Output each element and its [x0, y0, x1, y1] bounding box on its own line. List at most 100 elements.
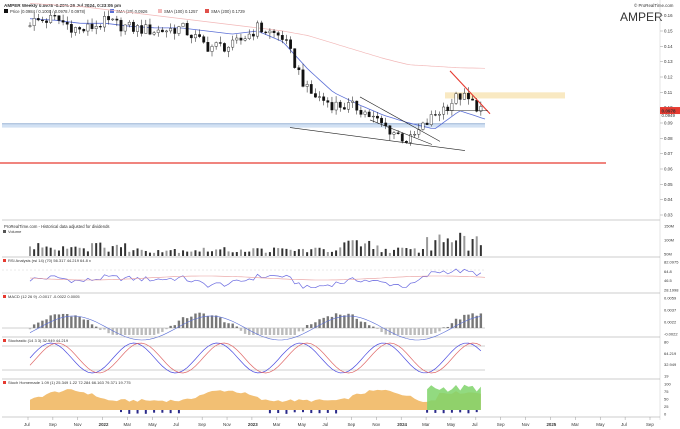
- candle: [454, 93, 458, 104]
- x-tick-label: Sep: [497, 422, 505, 427]
- candle: [471, 98, 474, 101]
- x-tick-label: Jul: [621, 422, 627, 427]
- candle: [53, 15, 57, 17]
- volume-bar: [153, 252, 156, 256]
- candle: [330, 102, 334, 111]
- stochastic-tick-label: 19: [664, 374, 669, 379]
- macd-bar: [260, 328, 263, 335]
- candle: [111, 18, 115, 21]
- candle: [177, 26, 181, 34]
- macd-bar: [123, 328, 127, 335]
- macd-bar: [471, 313, 474, 328]
- candle: [32, 18, 36, 26]
- stochastic-tick-label: 80: [664, 340, 669, 345]
- legend-sma20-swatch: [110, 9, 114, 13]
- candle: [396, 132, 400, 134]
- volume-bar: [310, 249, 313, 256]
- macd-bar: [37, 322, 40, 328]
- volume-bar: [471, 239, 474, 256]
- price-tick-label: 0.09: [664, 121, 673, 126]
- macd-bar: [41, 320, 44, 328]
- volume-title: Volume: [8, 229, 22, 234]
- candle: [107, 16, 110, 21]
- volume-bar: [219, 249, 222, 256]
- stochastic-title: Stochastic (14 3 3) 32.949 44.219: [8, 338, 69, 343]
- macd-bar: [467, 314, 470, 328]
- trend-tick-label: 75: [664, 389, 669, 394]
- volume-bar: [70, 247, 73, 256]
- macd-bar: [297, 328, 301, 332]
- candle: [309, 84, 313, 94]
- candle: [231, 39, 235, 48]
- candle: [326, 100, 330, 103]
- candle: [413, 134, 417, 136]
- price-tag-box: [660, 107, 680, 115]
- macd-bar: [223, 322, 226, 328]
- macd-bar: [413, 328, 416, 335]
- volume-bar: [302, 248, 304, 256]
- trend-area-orange: [30, 389, 481, 410]
- volume-bar: [37, 243, 40, 256]
- candle: [297, 67, 301, 71]
- candle: [82, 28, 86, 32]
- macd-bar: [161, 328, 164, 332]
- macd-title: MACD (12 26 9) -0.0017 -0.0022 0.0005: [8, 294, 80, 299]
- volume-bar: [426, 237, 429, 256]
- volume-bar: [409, 249, 412, 256]
- candle: [467, 93, 470, 100]
- candle: [367, 111, 371, 118]
- volume-bar: [99, 242, 102, 256]
- volume-bar: [182, 250, 185, 256]
- candle: [223, 43, 226, 52]
- candle: [127, 21, 131, 26]
- macd-bar: [376, 328, 379, 329]
- x-tick-label: Nov: [522, 422, 531, 427]
- macd-bar: [276, 328, 280, 335]
- volume-bar: [372, 249, 375, 256]
- macd-bar: [454, 318, 458, 328]
- volume-bar: [417, 252, 420, 256]
- macd-bar: [268, 328, 272, 335]
- stoch-signal-line: [29, 342, 482, 374]
- candle: [98, 26, 102, 28]
- volume-bar: [62, 246, 65, 256]
- candle: [61, 20, 65, 23]
- volume-bar: [173, 249, 176, 256]
- trend-neg-bar: [442, 410, 445, 414]
- macd-bar: [421, 328, 425, 335]
- macd-bar: [438, 328, 441, 332]
- macd-bar: [107, 328, 110, 334]
- candle: [338, 101, 342, 108]
- price-tag-secondary: 0.0949: [662, 113, 676, 118]
- trend-neg-bar: [318, 410, 321, 414]
- macd-bar: [272, 328, 276, 335]
- volume-bar: [351, 240, 354, 256]
- candle: [429, 114, 433, 125]
- macd-bar: [264, 328, 267, 335]
- candle: [289, 39, 292, 49]
- volume-bar: [211, 251, 213, 256]
- volume-bar: [479, 245, 482, 256]
- candle: [446, 106, 450, 111]
- candle: [256, 22, 259, 37]
- x-tick-label: Sep: [49, 422, 57, 427]
- volume-bar: [339, 247, 342, 256]
- brand-label: © ProRealTime.com: [634, 3, 674, 8]
- macd-bar: [144, 328, 148, 335]
- volume-bar: [401, 247, 404, 256]
- candle: [218, 42, 222, 44]
- macd-bar: [206, 316, 210, 328]
- candle: [371, 115, 375, 118]
- legend-sma100: SMA (100) 0.1257: [164, 9, 198, 14]
- volume-bar: [103, 247, 106, 256]
- macd-bar: [190, 316, 193, 328]
- candle: [251, 33, 255, 37]
- volume-bar: [335, 250, 338, 256]
- volume-bar: [235, 252, 238, 256]
- candle: [36, 18, 40, 21]
- trend-neg-bar: [335, 410, 338, 414]
- volume-bar: [384, 248, 387, 256]
- volume-bar: [467, 250, 470, 256]
- macd-bar: [152, 328, 156, 335]
- volume-bar: [66, 248, 69, 256]
